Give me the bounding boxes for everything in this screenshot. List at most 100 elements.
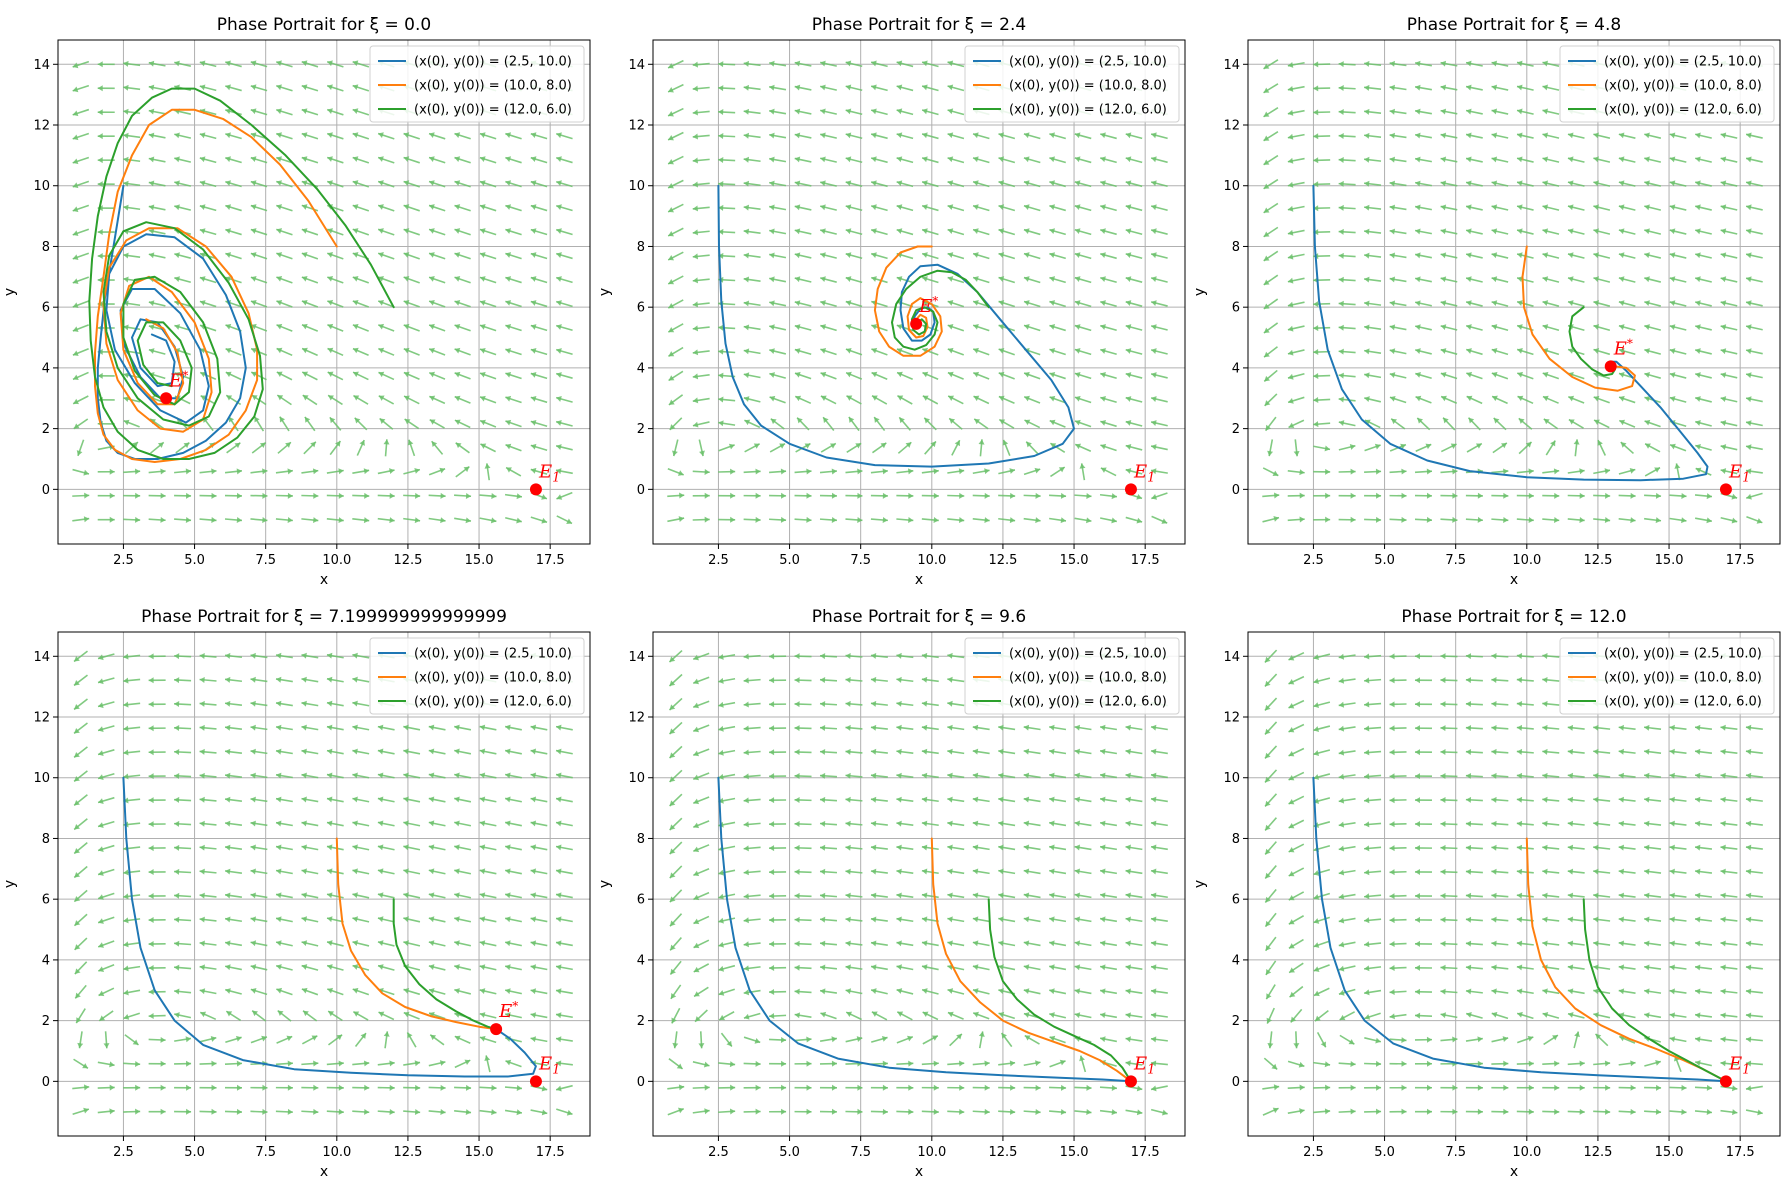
field-arrowhead xyxy=(1049,300,1056,306)
field-arrowhead xyxy=(378,1011,385,1018)
vector-field xyxy=(1262,59,1763,524)
field-arrowhead xyxy=(379,418,386,424)
field-arrowhead xyxy=(82,1063,88,1069)
field-arrowhead xyxy=(403,820,409,827)
field-arrowhead xyxy=(1746,324,1752,331)
field-arrowhead xyxy=(1265,424,1272,431)
field-arrowhead xyxy=(998,796,1004,803)
field-arrowhead xyxy=(831,468,837,475)
field-arrowhead xyxy=(1049,796,1055,803)
field-arrowhead xyxy=(1491,60,1498,67)
field-arrowhead xyxy=(1415,84,1421,91)
field-arrowhead xyxy=(1150,820,1157,827)
field-arrowhead xyxy=(1593,964,1599,971)
field-arrowhead xyxy=(505,371,512,378)
field-arrowhead xyxy=(1552,1035,1558,1041)
field-arrowhead xyxy=(98,846,104,852)
field-arrowhead xyxy=(1593,204,1599,211)
field-arrowhead xyxy=(301,964,308,970)
field-arrowhead xyxy=(1313,421,1319,428)
legend: (x(0), y(0)) = (2.5, 10.0)(x(0), y(0)) =… xyxy=(964,637,1180,715)
field-arrowhead xyxy=(1151,420,1157,426)
field-arrowhead xyxy=(83,516,90,523)
field-arrowhead xyxy=(743,60,750,67)
field-arrowhead xyxy=(276,820,282,827)
field-arrowhead xyxy=(1593,868,1599,875)
field-arrowhead xyxy=(123,677,129,684)
field-arrowhead xyxy=(1695,420,1701,426)
field-arrowhead xyxy=(479,748,486,755)
field-arrowhead xyxy=(1125,300,1132,306)
y-tick-label: 8 xyxy=(42,832,50,847)
field-arrowhead xyxy=(1125,844,1131,851)
field-arrowhead xyxy=(1516,700,1523,707)
field-arrowhead xyxy=(1528,516,1534,523)
field-arrowhead xyxy=(428,844,435,851)
field-arrowhead xyxy=(1618,868,1625,875)
field-arrowhead xyxy=(820,347,827,354)
field-arrowhead xyxy=(1516,796,1523,803)
field-arrowhead xyxy=(718,396,724,403)
field-arrowhead xyxy=(1364,653,1370,660)
field-arrowhead xyxy=(1440,156,1447,163)
field-arrowhead xyxy=(479,1012,486,1018)
field-arrowhead xyxy=(186,1060,192,1067)
field-arrowhead xyxy=(556,300,562,306)
field-arrowhead xyxy=(338,1084,344,1091)
field-arrowhead xyxy=(1706,493,1712,500)
field-arrowhead xyxy=(669,920,676,927)
field-arrowhead xyxy=(1674,463,1681,469)
field-arrowhead xyxy=(1618,348,1625,354)
field-arrowhead xyxy=(276,60,282,67)
field-arrowhead xyxy=(947,347,954,354)
field-arrowhead xyxy=(1593,724,1599,731)
field-arrowhead xyxy=(855,443,862,449)
field-arrowhead xyxy=(1049,156,1056,163)
field-arrowhead xyxy=(1389,252,1396,259)
field-arrowhead xyxy=(199,84,206,91)
field-arrowhead xyxy=(276,132,282,139)
chart-title: Phase Portrait for ξ = 4.8 xyxy=(1407,15,1621,35)
field-arrowhead xyxy=(1125,204,1132,211)
field-arrowhead xyxy=(1440,1012,1447,1019)
field-arrowhead xyxy=(1288,422,1295,429)
field-arrowhead xyxy=(530,395,537,402)
field-arrowhead xyxy=(1414,868,1421,875)
legend-entry-3: (x(0), y(0)) = (12.0, 6.0) xyxy=(1604,103,1762,118)
field-arrowhead xyxy=(1466,371,1473,378)
field-arrowhead xyxy=(199,892,205,899)
field-arrowhead xyxy=(225,204,231,210)
chart-title: Phase Portrait for ξ = 9.6 xyxy=(812,607,1026,627)
field-arrowhead xyxy=(780,468,787,475)
field-arrowhead xyxy=(185,468,192,475)
field-arrowhead xyxy=(769,348,775,355)
field-arrowhead xyxy=(174,180,180,187)
field-arrowhead xyxy=(1567,820,1574,827)
field-arrowhead xyxy=(718,893,724,900)
field-arrowhead xyxy=(454,916,460,923)
field-arrowhead xyxy=(250,84,257,91)
field-arrowhead xyxy=(947,84,954,91)
field-arrowhead xyxy=(1338,132,1344,139)
field-arrowhead xyxy=(454,940,460,947)
field-arrowhead xyxy=(123,60,129,67)
field-arrowhead xyxy=(109,1084,115,1091)
field-arrowhead xyxy=(769,869,775,876)
field-arrowhead xyxy=(1338,989,1345,996)
field-arrowhead xyxy=(718,990,725,996)
field-arrowhead xyxy=(1618,156,1625,163)
field-arrowhead xyxy=(1466,252,1472,259)
field-arrowhead xyxy=(1100,443,1107,450)
field-arrowhead xyxy=(1049,204,1056,211)
field-arrowhead xyxy=(109,468,115,475)
field-arrowhead xyxy=(428,796,435,803)
field-arrowhead xyxy=(973,204,979,211)
field-arrowhead xyxy=(678,516,685,522)
field-arrowhead xyxy=(769,1013,775,1020)
field-arrowhead xyxy=(1492,395,1498,402)
field-arrowhead xyxy=(743,132,750,139)
field-arrowhead xyxy=(1288,655,1295,661)
field-arrowhead xyxy=(491,493,497,500)
field-arrowhead xyxy=(98,870,104,876)
field-arrowhead xyxy=(1503,1060,1509,1067)
